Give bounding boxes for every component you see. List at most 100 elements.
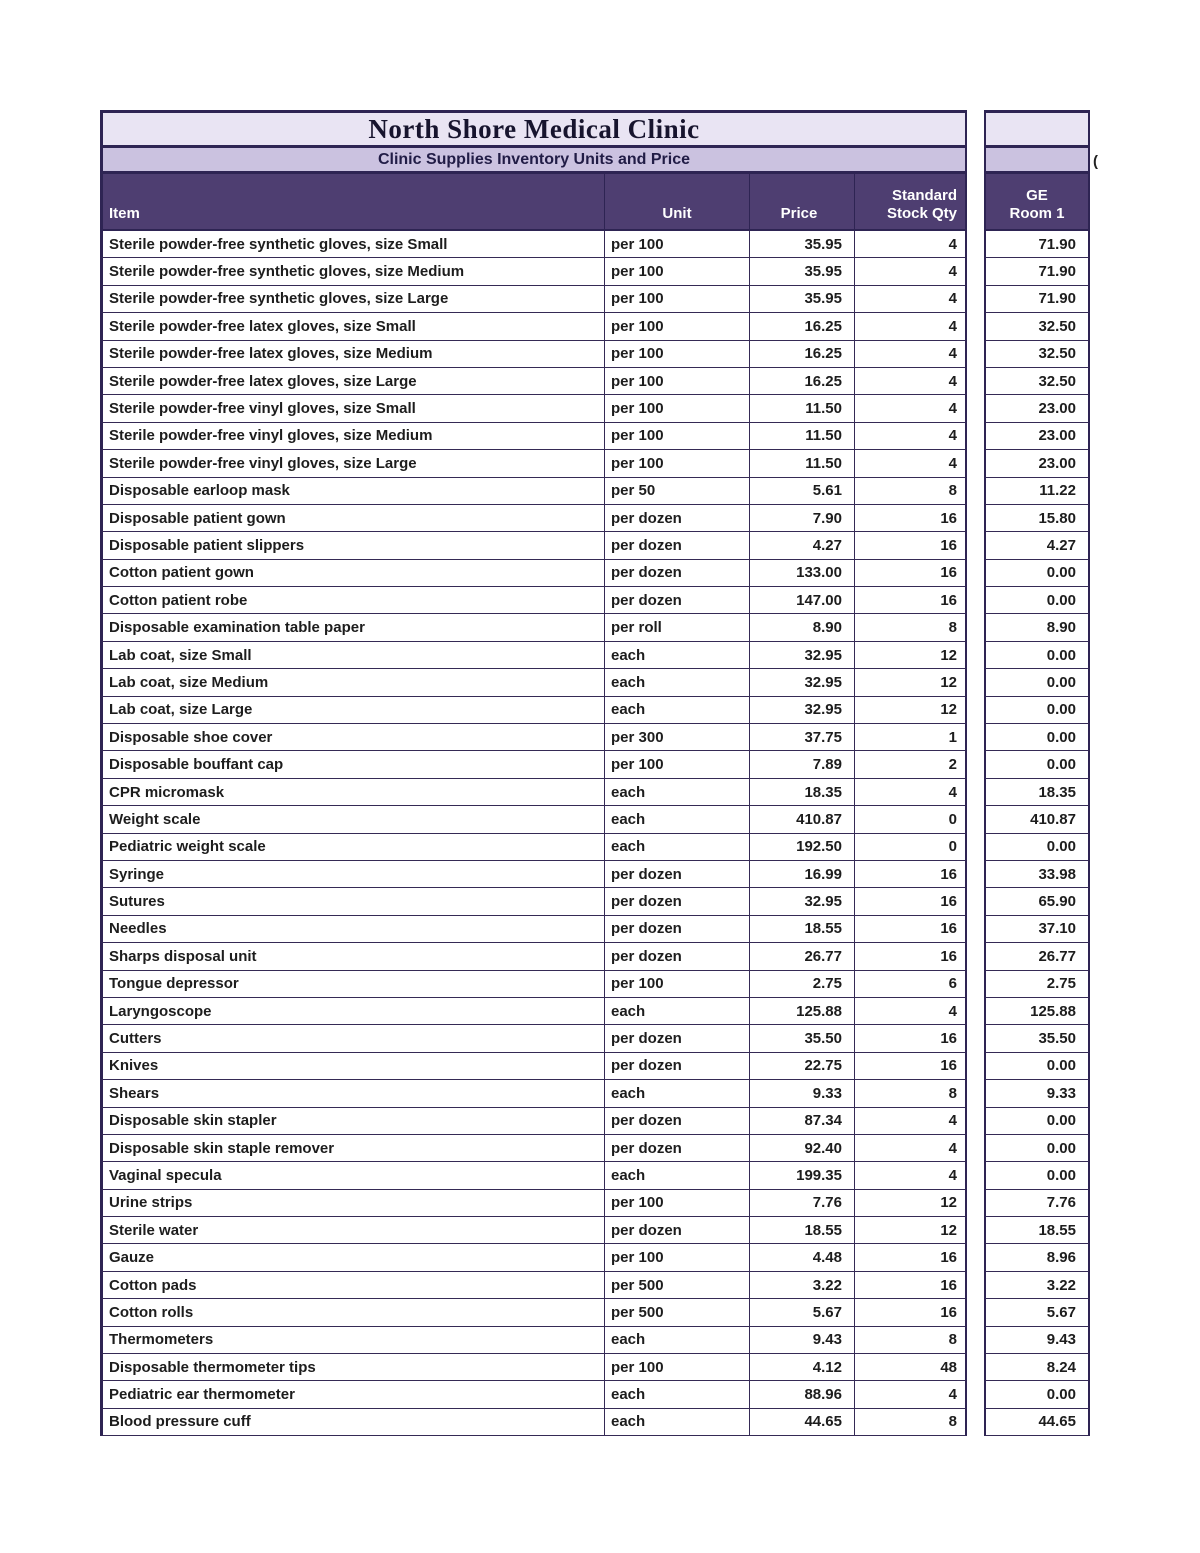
price-cell[interactable]: 7.90 [750, 504, 855, 533]
standard-stock-qty-cell[interactable]: 16 [855, 559, 967, 588]
unit-cell[interactable]: per dozen [605, 1107, 750, 1135]
unit-cell[interactable]: per dozen [605, 587, 750, 615]
price-cell[interactable]: 18.55 [750, 915, 855, 944]
unit-cell[interactable]: per dozen [605, 888, 750, 916]
standard-stock-qty-cell[interactable]: 16 [855, 587, 967, 615]
item-cell[interactable]: Syringe [100, 860, 605, 889]
price-cell[interactable]: 16.25 [750, 340, 855, 368]
item-cell[interactable]: Disposable skin staple remover [100, 1134, 605, 1163]
unit-cell[interactable]: per 100 [605, 340, 750, 368]
price-cell[interactable]: 88.96 [750, 1381, 855, 1409]
ge-room-1-cell[interactable]: 8.24 [984, 1354, 1090, 1382]
standard-stock-qty-cell[interactable]: 8 [855, 1326, 967, 1355]
ge-room-1-cell[interactable]: 2.75 [984, 970, 1090, 998]
ge-room-1-cell[interactable]: 0.00 [984, 833, 1090, 861]
unit-cell[interactable]: each [605, 806, 750, 834]
unit-cell[interactable]: per 100 [605, 970, 750, 998]
unit-cell[interactable]: per 100 [605, 450, 750, 478]
unit-cell[interactable]: per dozen [605, 1052, 750, 1081]
unit-cell[interactable]: per dozen [605, 559, 750, 588]
unit-cell[interactable]: per dozen [605, 915, 750, 944]
ge-room-1-cell[interactable]: 71.90 [984, 231, 1090, 259]
unit-cell[interactable]: per 100 [605, 395, 750, 423]
ge-room-1-cell[interactable]: 0.00 [984, 587, 1090, 615]
ge-room-1-cell[interactable]: 0.00 [984, 1052, 1090, 1081]
price-cell[interactable]: 11.50 [750, 450, 855, 478]
unit-cell[interactable]: each [605, 1080, 750, 1108]
standard-stock-qty-cell[interactable]: 8 [855, 1080, 967, 1108]
unit-cell[interactable]: per 50 [605, 477, 750, 505]
unit-cell[interactable]: per dozen [605, 943, 750, 971]
ge-room-1-cell[interactable]: 71.90 [984, 258, 1090, 286]
standard-stock-qty-cell[interactable]: 4 [855, 395, 967, 423]
standard-stock-qty-cell[interactable]: 0 [855, 806, 967, 834]
item-cell[interactable]: Disposable patient gown [100, 504, 605, 533]
ge-room-1-cell[interactable]: 44.65 [984, 1408, 1090, 1437]
price-cell[interactable]: 32.95 [750, 696, 855, 725]
item-cell[interactable]: Laryngoscope [100, 997, 605, 1026]
standard-stock-qty-cell[interactable]: 16 [855, 915, 967, 944]
item-cell[interactable]: Lab coat, size Medium [100, 669, 605, 697]
standard-stock-qty-cell[interactable]: 12 [855, 641, 967, 670]
standard-stock-qty-cell[interactable]: 16 [855, 1025, 967, 1053]
ge-room-1-cell[interactable]: 0.00 [984, 751, 1090, 779]
ge-room-1-cell[interactable]: 15.80 [984, 504, 1090, 533]
ge-room-1-cell[interactable]: 410.87 [984, 806, 1090, 834]
ge-room-1-cell[interactable]: 7.76 [984, 1189, 1090, 1218]
item-cell[interactable]: Disposable bouffant cap [100, 751, 605, 779]
standard-stock-qty-cell[interactable]: 4 [855, 1134, 967, 1163]
standard-stock-qty-cell[interactable]: 4 [855, 340, 967, 368]
standard-stock-qty-cell[interactable]: 16 [855, 1299, 967, 1327]
standard-stock-qty-cell[interactable]: 4 [855, 313, 967, 341]
item-cell[interactable]: Cutters [100, 1025, 605, 1053]
item-cell[interactable]: Pediatric weight scale [100, 833, 605, 861]
price-cell[interactable]: 22.75 [750, 1052, 855, 1081]
unit-cell[interactable]: per 100 [605, 231, 750, 259]
standard-stock-qty-cell[interactable]: 0 [855, 833, 967, 861]
ge-room-1-cell[interactable]: 0.00 [984, 669, 1090, 697]
item-cell[interactable]: Vaginal specula [100, 1162, 605, 1190]
standard-stock-qty-cell[interactable]: 4 [855, 422, 967, 451]
item-cell[interactable]: Sterile powder-free vinyl gloves, size M… [100, 422, 605, 451]
standard-stock-qty-cell[interactable]: 16 [855, 888, 967, 916]
ge-room-1-cell[interactable]: 3.22 [984, 1271, 1090, 1300]
unit-cell[interactable]: per dozen [605, 1134, 750, 1163]
price-cell[interactable]: 8.90 [750, 614, 855, 642]
standard-stock-qty-cell[interactable]: 8 [855, 477, 967, 505]
price-cell[interactable]: 37.75 [750, 724, 855, 752]
item-cell[interactable]: Cotton patient gown [100, 559, 605, 588]
item-cell[interactable]: Cotton rolls [100, 1299, 605, 1327]
price-cell[interactable]: 87.34 [750, 1107, 855, 1135]
item-cell[interactable]: Sterile powder-free synthetic gloves, si… [100, 258, 605, 286]
ge-room-1-cell[interactable]: 8.96 [984, 1244, 1090, 1272]
item-cell[interactable]: Sterile powder-free synthetic gloves, si… [100, 231, 605, 259]
price-cell[interactable]: 9.33 [750, 1080, 855, 1108]
price-cell[interactable]: 35.95 [750, 231, 855, 259]
ge-room-1-cell[interactable]: 0.00 [984, 641, 1090, 670]
price-cell[interactable]: 32.95 [750, 641, 855, 670]
unit-cell[interactable]: each [605, 833, 750, 861]
standard-stock-qty-cell[interactable]: 2 [855, 751, 967, 779]
unit-cell[interactable]: per 100 [605, 1189, 750, 1218]
ge-room-1-cell[interactable]: 9.33 [984, 1080, 1090, 1108]
price-cell[interactable]: 192.50 [750, 833, 855, 861]
ge-room-1-cell[interactable]: 26.77 [984, 943, 1090, 971]
ge-room-1-cell[interactable]: 0.00 [984, 1107, 1090, 1135]
unit-cell[interactable]: per 500 [605, 1299, 750, 1327]
standard-stock-qty-cell[interactable]: 4 [855, 997, 967, 1026]
price-cell[interactable]: 4.12 [750, 1354, 855, 1382]
standard-stock-qty-cell[interactable]: 4 [855, 367, 967, 396]
item-cell[interactable]: Disposable shoe cover [100, 724, 605, 752]
ge-room-1-cell[interactable]: 125.88 [984, 997, 1090, 1026]
standard-stock-qty-cell[interactable]: 8 [855, 1408, 967, 1437]
unit-cell[interactable]: per 100 [605, 258, 750, 286]
item-cell[interactable]: Sterile water [100, 1217, 605, 1245]
price-cell[interactable]: 16.99 [750, 860, 855, 889]
unit-cell[interactable]: per 100 [605, 751, 750, 779]
item-cell[interactable]: Disposable thermometer tips [100, 1354, 605, 1382]
ge-room-1-cell[interactable]: 65.90 [984, 888, 1090, 916]
standard-stock-qty-cell[interactable]: 4 [855, 231, 967, 259]
item-cell[interactable]: Needles [100, 915, 605, 944]
price-cell[interactable]: 5.67 [750, 1299, 855, 1327]
item-cell[interactable]: Sterile powder-free synthetic gloves, si… [100, 285, 605, 314]
